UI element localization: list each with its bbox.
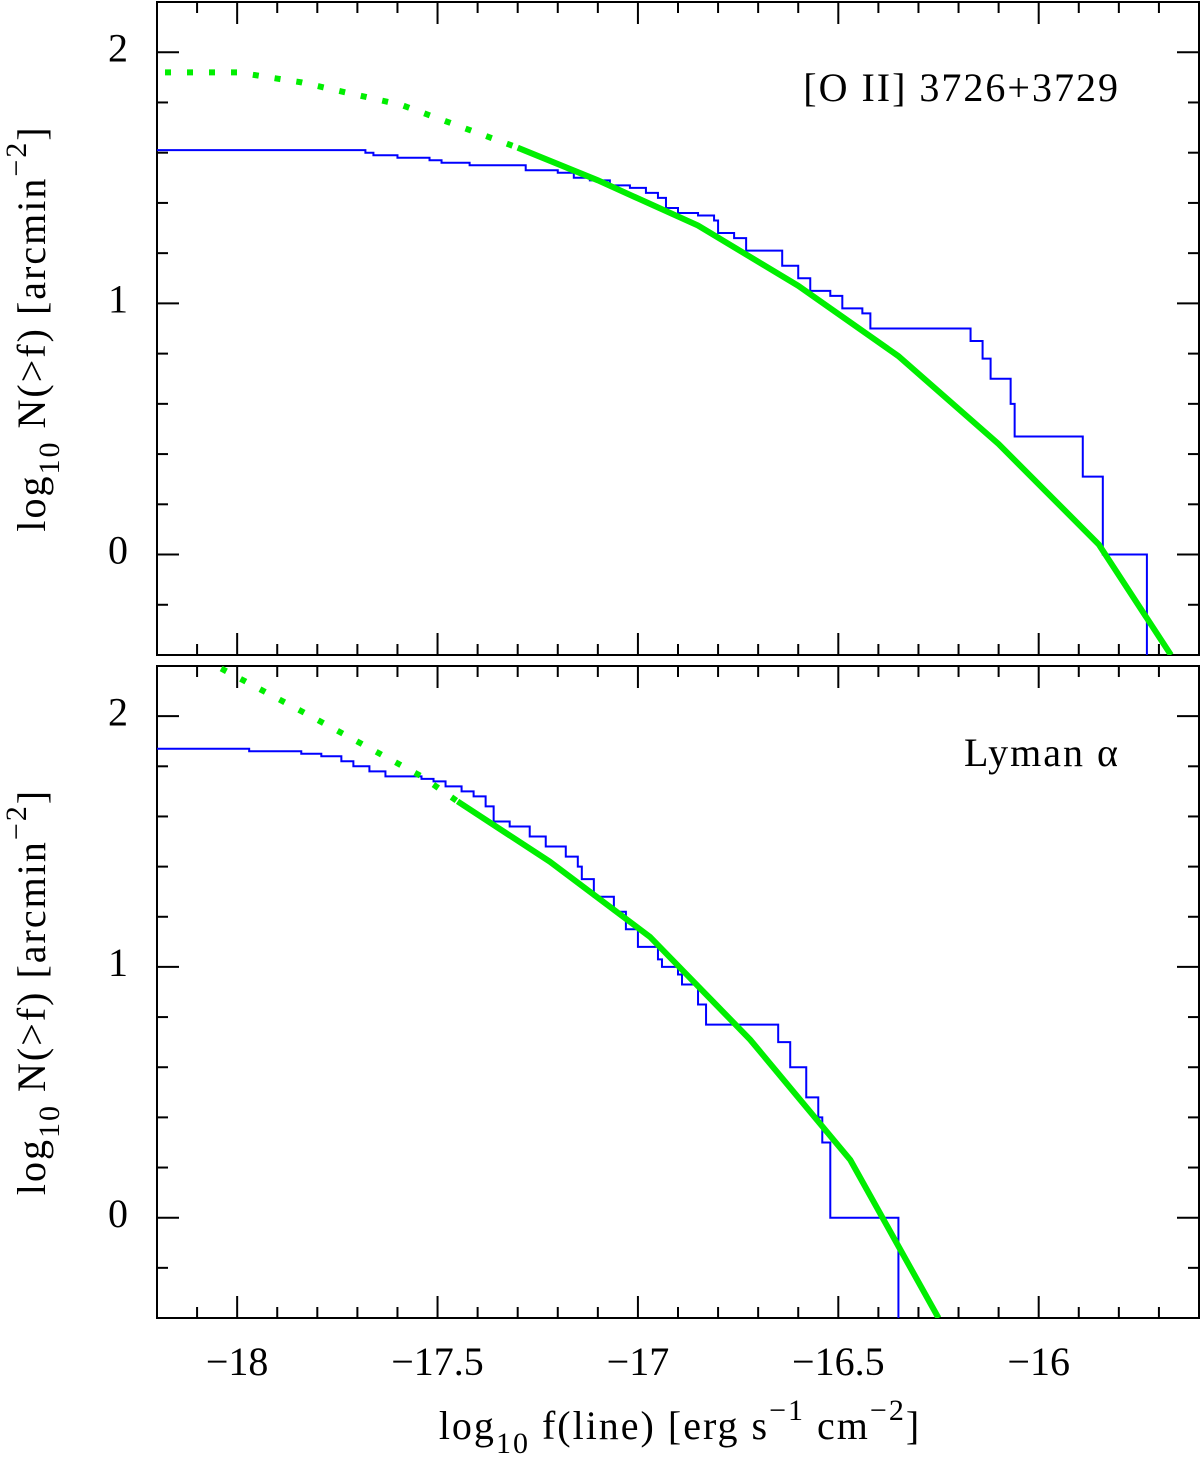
annotation: [O II] 3726+3729 xyxy=(803,65,1120,110)
x-tick-label: −17 xyxy=(607,1339,670,1384)
x-tick-label: −17.5 xyxy=(391,1339,484,1384)
label-part: f(line) [erg s xyxy=(530,1403,769,1448)
label-part: −2 xyxy=(870,1394,906,1427)
label-part: ] xyxy=(906,1403,921,1448)
step-line xyxy=(157,747,900,1318)
label-part: cm xyxy=(805,1403,870,1448)
y-tick-label: 1 xyxy=(108,940,128,985)
label-part: 10 xyxy=(33,440,66,474)
y-axis-label: log10 N(>f) [arcmin−2] xyxy=(0,125,66,531)
panel: 0 1 2 [O II] 3726+3729 log10 N(>f) [arcmin−2… xyxy=(0,1,1200,656)
fit-line xyxy=(219,666,460,804)
label-part: log xyxy=(9,474,54,531)
y-tick-label: 1 xyxy=(108,277,128,322)
label-part: 10 xyxy=(496,1427,530,1460)
annotation: Lyman α xyxy=(964,730,1120,775)
x-tick-label: −18 xyxy=(206,1339,269,1384)
label-part: −2 xyxy=(0,141,33,177)
label-part: −1 xyxy=(769,1394,805,1427)
label-part: log xyxy=(439,1403,496,1448)
label-part: −2 xyxy=(0,804,33,840)
y-tick-label: 0 xyxy=(108,528,128,573)
label-part: log xyxy=(9,1138,54,1195)
x-tick-label: −16.5 xyxy=(792,1339,885,1384)
y-tick-label: 2 xyxy=(108,25,128,70)
label-part: 10 xyxy=(33,1104,66,1138)
fit-line xyxy=(455,798,942,1318)
label-part: N(>f) [arcmin xyxy=(9,177,54,441)
y-axis-label: log10 N(>f) [arcmin−2] xyxy=(0,789,66,1195)
label-part: ] xyxy=(9,789,54,804)
fit-line xyxy=(516,144,1174,655)
y-tick-label: 2 xyxy=(108,689,128,734)
x-axis-label: log10 f(line) [erg s−1 cm−2] xyxy=(439,1394,921,1460)
x-tick-label: −16 xyxy=(1007,1339,1070,1384)
label-part: ] xyxy=(9,125,54,140)
label-part: N(>f) [arcmin xyxy=(9,840,54,1104)
fit-line xyxy=(165,69,519,151)
y-tick-label: 0 xyxy=(108,1191,128,1236)
step-line xyxy=(157,149,1148,655)
